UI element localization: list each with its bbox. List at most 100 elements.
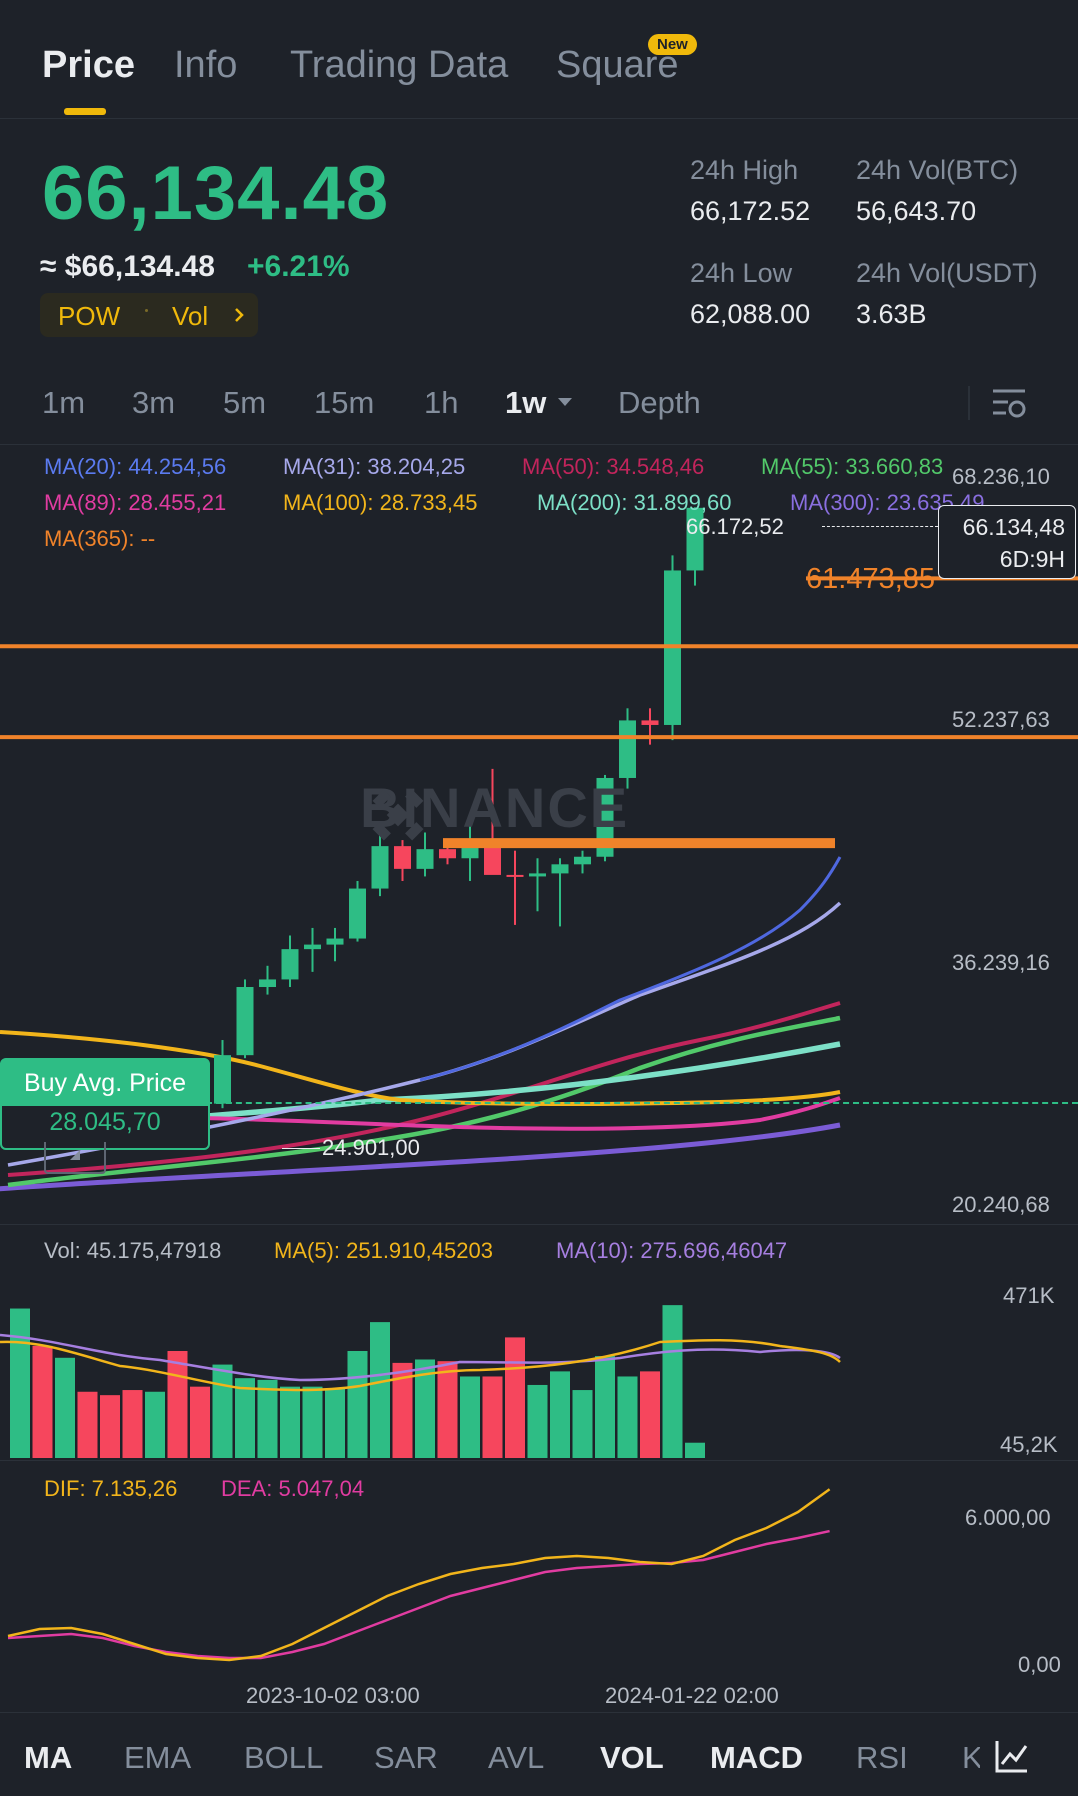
candle-body [529, 873, 546, 877]
candle-body [506, 874, 524, 877]
candle-body [686, 507, 704, 571]
volume-bar [77, 1391, 98, 1458]
tag-pow[interactable]: POW [58, 301, 121, 331]
ma55-label: MA(55): 33.660,83 [761, 454, 944, 479]
tab-info[interactable]: Info [174, 44, 238, 86]
tag-vol[interactable]: Vol [172, 301, 209, 331]
indicator-ma[interactable]: MA [24, 1740, 73, 1775]
buy-avg-price-box[interactable]: Buy Avg. Price 28.045,70 [0, 1058, 210, 1150]
buy-avg-price-value: 28.045,70 [49, 1108, 161, 1136]
volume-bar [572, 1390, 593, 1458]
price-axis-label: 20.240,68 [952, 1192, 1050, 1217]
time-axis-label: 2023-10-02 03:00 [246, 1683, 420, 1708]
interval-1m[interactable]: 1m [42, 385, 86, 420]
volume-bar [482, 1376, 503, 1458]
interval-1w[interactable]: 1w [505, 385, 547, 420]
volume-bar [617, 1376, 638, 1458]
ma200-label: MA(200): 31.899,60 [537, 490, 732, 515]
volume-bar [460, 1376, 480, 1458]
tag-separator-dot [145, 309, 148, 312]
volume-bar [550, 1371, 570, 1458]
vol-ma10-label: MA(10): 275.696,46047 [556, 1238, 788, 1263]
volume-bar [32, 1345, 53, 1458]
high-value: 66,172.52 [690, 196, 811, 226]
ma89-label: MA(89): 28.455,21 [44, 490, 227, 515]
macd-dif-label: DIF: 7.135,26 [44, 1476, 178, 1501]
interval-1h[interactable]: 1h [424, 385, 459, 420]
binance-logo-icon [372, 789, 424, 841]
ma31-label: MA(31): 38.204,25 [283, 454, 466, 479]
volume-bar [212, 1364, 233, 1458]
volume-bar [190, 1386, 210, 1458]
vol-ma5-line [0, 1338, 841, 1392]
interval-divider [0, 444, 1078, 445]
indicator-avl[interactable]: AVL [488, 1740, 545, 1775]
high-marker-line [822, 526, 938, 527]
header-divider [0, 118, 1078, 119]
macd-axis-bottom: 0,00 [1018, 1652, 1061, 1677]
candle-body [551, 864, 569, 874]
tab-price[interactable]: Price [42, 44, 135, 86]
price-axis-label: 36.239,16 [952, 950, 1050, 975]
tab-trading-data[interactable]: Trading Data [290, 44, 509, 86]
volume-divider [0, 1224, 1078, 1225]
interval-5m[interactable]: 5m [223, 385, 267, 420]
indicator-settings-button[interactable] [980, 1722, 1078, 1796]
interval-15m[interactable]: 15m [314, 385, 375, 420]
candle-body [349, 888, 366, 939]
high-marker: 66.172,52 [686, 514, 784, 539]
candle-body [281, 949, 299, 980]
volume-bar [392, 1362, 413, 1458]
indicator-vol[interactable]: VOL [600, 1740, 664, 1775]
volume-bar [347, 1350, 368, 1458]
vol-label: Vol: 45.175,47918 [44, 1238, 222, 1263]
interval-depth[interactable]: Depth [618, 385, 701, 420]
volume-bar [527, 1384, 548, 1458]
ma100-label: MA(100): 28.733,45 [283, 490, 478, 515]
candle-body [484, 846, 501, 875]
indicator-rsi[interactable]: RSI [856, 1740, 908, 1775]
ma100-line [0, 1030, 841, 1106]
candle-body [596, 777, 614, 857]
price-axis-label: 68.236,10 [952, 464, 1050, 489]
volume-bar [370, 1322, 390, 1458]
candle-body [574, 856, 591, 865]
volume-bar [415, 1359, 435, 1458]
ma300-line [0, 1122, 841, 1192]
indicator-sar[interactable]: SAR [374, 1740, 438, 1775]
candle-body [214, 1055, 231, 1104]
candle-body [461, 846, 479, 859]
volume-bar [10, 1308, 30, 1458]
volume-bar [685, 1442, 705, 1458]
volume-bar [595, 1356, 615, 1458]
indicator-macd[interactable]: MACD [710, 1740, 803, 1775]
candle-body [641, 720, 659, 725]
buy-avg-price-label: Buy Avg. Price [2, 1060, 208, 1106]
indicator-boll[interactable]: BOLL [244, 1740, 324, 1775]
tag-chip[interactable] [40, 293, 258, 337]
chart-indicator-icon [995, 1741, 1028, 1773]
indicator-k[interactable]: K [962, 1740, 983, 1775]
macd-axis-top: 6.000,00 [965, 1505, 1051, 1530]
interval-3m[interactable]: 3m [132, 385, 176, 420]
scroll-to-latest-button[interactable] [44, 1142, 106, 1174]
volume-bar [55, 1357, 75, 1458]
chart-settings-icon[interactable] [990, 385, 1028, 421]
current-price-label: 66.134,48 [962, 514, 1065, 540]
vol-axis-bottom: 45,2K [1000, 1432, 1058, 1457]
volume-bar [505, 1337, 525, 1458]
chevron-right-icon [235, 308, 244, 322]
vol-usdt-label: 24h Vol(USDT) [856, 258, 1038, 288]
ma20-label: MA(20): 44.254,56 [44, 454, 227, 479]
low-value: 62,088.00 [690, 299, 811, 329]
volume-bar [235, 1378, 255, 1458]
volume-bar [100, 1395, 120, 1458]
macd-dea-line [7, 1529, 830, 1660]
bottom-divider [0, 1712, 1078, 1713]
buy-avg-price-line [206, 1102, 1078, 1104]
volume-bar [437, 1361, 458, 1458]
caret-down-icon [558, 398, 572, 406]
price-change-percent: +6.21% [247, 250, 350, 283]
indicator-ema[interactable]: EMA [124, 1740, 192, 1775]
macd-dea-label: DEA: 5.047,04 [221, 1476, 365, 1501]
